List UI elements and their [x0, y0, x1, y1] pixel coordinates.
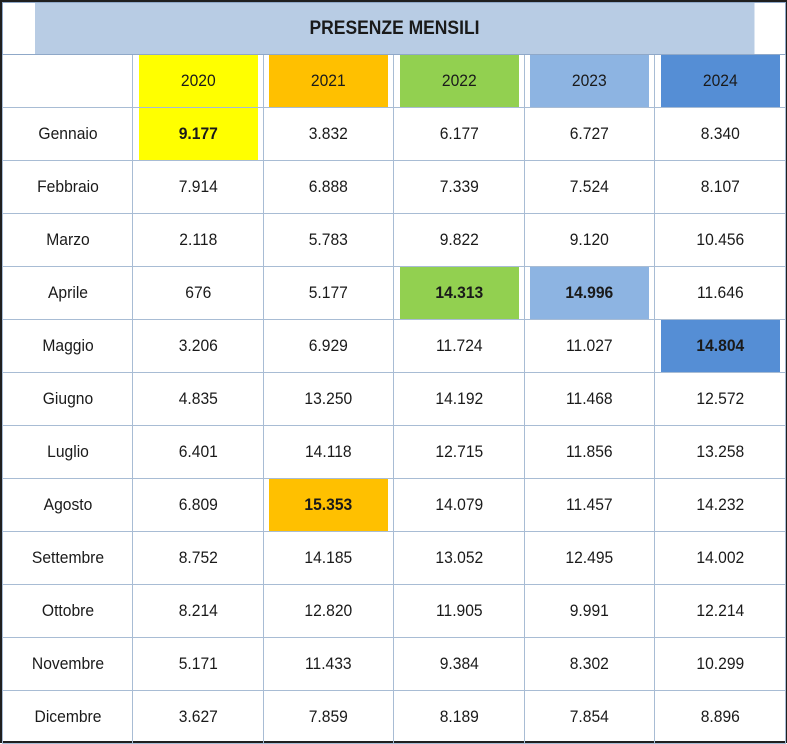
- year-header-2021: 2021: [267, 54, 389, 108]
- value-cell: 11.433: [267, 637, 389, 691]
- value-cell: 12.572: [659, 372, 781, 426]
- value-cell: 14.232: [659, 478, 781, 532]
- value-cell: 14.079: [398, 478, 520, 532]
- table-row: Febbraio 7.914 6.888 7.339 7.524 8.107: [3, 160, 786, 214]
- value-cell: 14.002: [659, 531, 781, 585]
- table-row: Dicembre 3.627 7.859 8.189 7.854 8.896: [3, 690, 786, 744]
- table-row: Agosto 6.809 15.353 14.079 11.457 14.232: [3, 478, 786, 532]
- month-label: Dicembre: [7, 690, 128, 744]
- value-cell: 10.299: [659, 637, 781, 691]
- value-cell: 8.189: [398, 690, 520, 744]
- month-label: Giugno: [7, 372, 128, 426]
- month-label: Agosto: [7, 478, 128, 532]
- value-cell: 13.250: [267, 372, 389, 426]
- table-row: Settembre 8.752 14.185 13.052 12.495 14.002: [3, 531, 786, 585]
- value-cell: 8.302: [529, 637, 651, 691]
- value-cell: 9.991: [529, 584, 651, 638]
- year-header-2020: 2020: [137, 54, 259, 108]
- month-label: Maggio: [7, 319, 128, 373]
- table-row: Aprile 676 5.177 14.313 14.996 11.646: [3, 266, 786, 320]
- table-row: Gennaio 9.177 3.832 6.177 6.727 8.340: [3, 107, 786, 161]
- value-cell: 11.646: [659, 266, 781, 320]
- header-row: 2020 2021 2022 2023 2024: [3, 54, 786, 108]
- table-title: PRESENZE MENSILI: [33, 2, 755, 55]
- value-cell-max: 15.353: [267, 478, 389, 532]
- value-cell: 9.384: [398, 637, 520, 691]
- value-cell: 6.809: [137, 478, 259, 532]
- year-header-2022: 2022: [398, 54, 520, 108]
- value-cell: 8.752: [137, 531, 259, 585]
- month-label: Luglio: [7, 425, 128, 479]
- value-cell: 11.027: [529, 319, 651, 373]
- value-cell-max: 9.177: [137, 107, 259, 161]
- value-cell: 4.835: [137, 372, 259, 426]
- value-cell: 7.914: [137, 160, 259, 214]
- month-label: Settembre: [7, 531, 128, 585]
- month-label: Gennaio: [7, 107, 128, 161]
- table-row: Ottobre 8.214 12.820 11.905 9.991 12.214: [3, 584, 786, 638]
- value-cell: 12.214: [659, 584, 781, 638]
- value-cell: 12.715: [398, 425, 520, 479]
- value-cell-max: 14.313: [398, 266, 520, 320]
- value-cell: 8.896: [659, 690, 781, 744]
- value-cell: 6.177: [398, 107, 520, 161]
- value-cell: 8.340: [659, 107, 781, 161]
- value-cell: 11.468: [529, 372, 651, 426]
- table-row: Maggio 3.206 6.929 11.724 11.027 14.804: [3, 319, 786, 373]
- value-cell: 6.929: [267, 319, 389, 373]
- value-cell: 5.783: [267, 213, 389, 267]
- value-cell: 3.832: [267, 107, 389, 161]
- value-cell: 9.120: [529, 213, 651, 267]
- value-cell: 7.339: [398, 160, 520, 214]
- value-cell-max: 14.996: [529, 266, 651, 320]
- value-cell: 3.206: [137, 319, 259, 373]
- value-cell: 8.107: [659, 160, 781, 214]
- month-label: Novembre: [7, 637, 128, 691]
- value-cell: 10.456: [659, 213, 781, 267]
- year-header-2023: 2023: [529, 54, 651, 108]
- value-cell: 7.854: [529, 690, 651, 744]
- value-cell: 14.192: [398, 372, 520, 426]
- value-cell: 13.258: [659, 425, 781, 479]
- corner-cell: [7, 54, 128, 108]
- value-cell: 8.214: [137, 584, 259, 638]
- month-label: Ottobre: [7, 584, 128, 638]
- value-cell: 13.052: [398, 531, 520, 585]
- table-row: Marzo 2.118 5.783 9.822 9.120 10.456: [3, 213, 786, 267]
- value-cell: 5.177: [267, 266, 389, 320]
- table-row: Giugno 4.835 13.250 14.192 11.468 12.572: [3, 372, 786, 426]
- value-cell: 676: [137, 266, 259, 320]
- table-row: Novembre 5.171 11.433 9.384 8.302 10.299: [3, 637, 786, 691]
- value-cell: 9.822: [398, 213, 520, 267]
- value-cell: 6.401: [137, 425, 259, 479]
- value-cell: 5.171: [137, 637, 259, 691]
- value-cell: 6.888: [267, 160, 389, 214]
- value-cell: 11.457: [529, 478, 651, 532]
- table-row: Luglio 6.401 14.118 12.715 11.856 13.258: [3, 425, 786, 479]
- value-cell: 11.905: [398, 584, 520, 638]
- value-cell: 3.627: [137, 690, 259, 744]
- title-row: PRESENZE MENSILI: [3, 2, 786, 55]
- value-cell: 6.727: [529, 107, 651, 161]
- value-cell: 11.724: [398, 319, 520, 373]
- value-cell: 14.185: [267, 531, 389, 585]
- value-cell: 12.495: [529, 531, 651, 585]
- value-cell: 11.856: [529, 425, 651, 479]
- value-cell: 7.524: [529, 160, 651, 214]
- value-cell-max: 14.804: [659, 319, 781, 373]
- month-label: Marzo: [7, 213, 128, 267]
- month-label: Febbraio: [7, 160, 128, 214]
- value-cell: 14.118: [267, 425, 389, 479]
- year-header-2024: 2024: [659, 54, 781, 108]
- month-label: Aprile: [7, 266, 128, 320]
- value-cell: 2.118: [137, 213, 259, 267]
- value-cell: 7.859: [267, 690, 389, 744]
- value-cell: 12.820: [267, 584, 389, 638]
